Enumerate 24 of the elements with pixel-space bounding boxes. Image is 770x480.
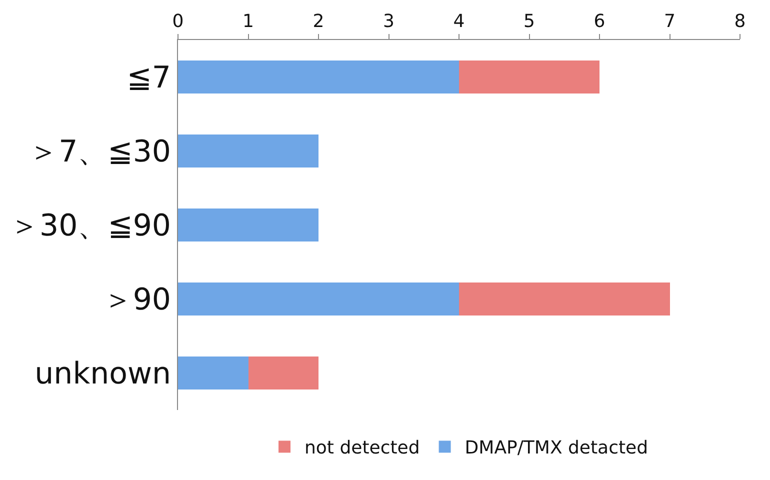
bar — [178, 134, 318, 168]
bar — [248, 356, 318, 390]
x-tick-label: 0 — [172, 10, 184, 32]
bar — [178, 356, 248, 390]
legend-label: not detected — [304, 438, 420, 459]
bar — [178, 60, 459, 94]
x-tick-label: 8 — [734, 10, 746, 32]
y-tick-label: ＞7、≦30 — [28, 134, 171, 170]
y-tick-label: ＞90 — [102, 282, 171, 318]
x-tick-label: 4 — [453, 10, 465, 32]
x-tick-label: 5 — [524, 10, 535, 32]
x-tick-label: 7 — [664, 10, 676, 32]
y-tick-label: ≦7 — [126, 60, 171, 96]
x-tick-label: 2 — [312, 10, 324, 32]
legend-label: DMAP/TMX detacted — [464, 438, 648, 459]
bar — [178, 282, 459, 316]
y-tick-label: ＞30、≦90 — [10, 208, 171, 244]
y-tick-label: unknown — [34, 356, 171, 392]
x-tick-label: 1 — [242, 10, 254, 32]
bar — [178, 208, 318, 242]
x-tick-label: 6 — [594, 10, 606, 32]
x-tick-label: 3 — [383, 10, 394, 32]
bar — [459, 60, 600, 94]
bar — [459, 282, 670, 316]
